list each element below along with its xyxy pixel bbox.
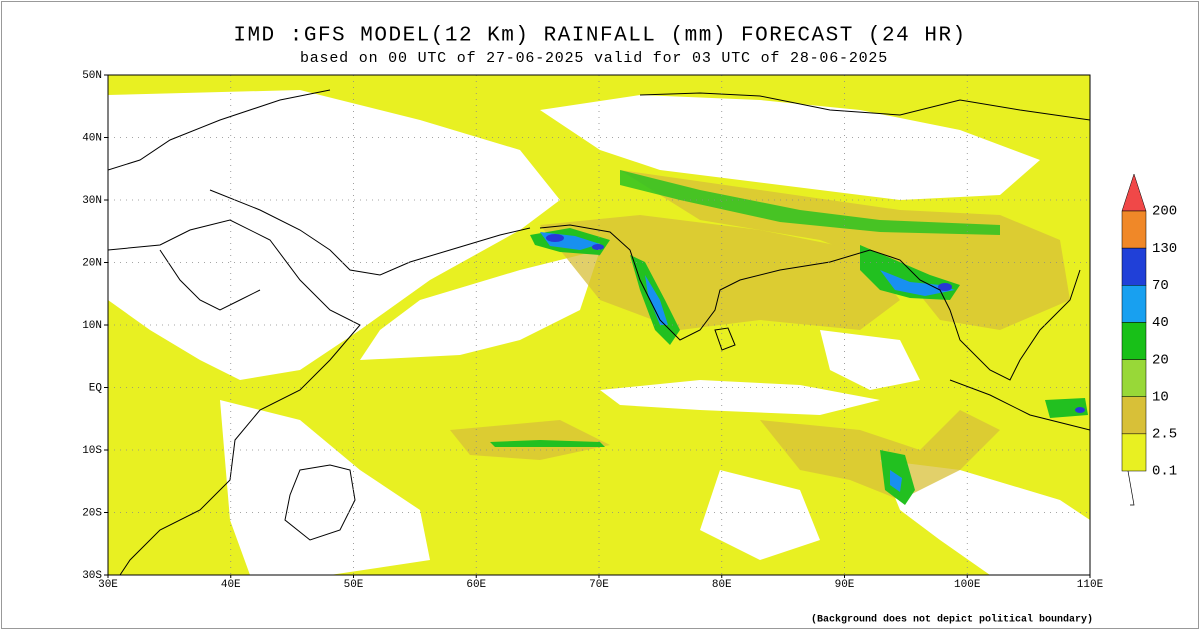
latitude-label: 20S xyxy=(82,507,102,519)
extreme-rain xyxy=(546,234,1085,413)
legend-label: 40 xyxy=(1152,315,1169,331)
legend-swatch xyxy=(1121,322,1147,360)
legend-label: 10 xyxy=(1152,389,1169,405)
heavy-rain xyxy=(490,170,1088,505)
latitude-label: 10N xyxy=(82,320,102,332)
footnote: (Background does not depict political bo… xyxy=(811,614,1093,626)
legend-swatch xyxy=(1121,285,1147,323)
map-title: IMD :GFS MODEL(12 Km) RAINFALL (mm) FORE… xyxy=(233,25,966,48)
latitude-label: 10S xyxy=(82,445,102,457)
legend-swatch xyxy=(1121,247,1147,286)
map-area: 50N 40N 30N 20N 10N EQ 10S 20S 30S 30E 40E 50E 60E 7… xyxy=(82,70,1103,591)
latitude-label: 40N xyxy=(82,132,102,144)
longitude-label: 50E xyxy=(344,579,364,591)
longitude-label: 80E xyxy=(712,579,732,591)
latitude-label: 20N xyxy=(82,257,102,269)
longitude-label: 30E xyxy=(98,579,118,591)
legend-label: 70 xyxy=(1152,278,1169,294)
longitude-label: 110E xyxy=(1077,579,1104,591)
legend-label: 20 xyxy=(1152,352,1169,368)
longitude-label: 100E xyxy=(954,579,981,591)
latitude-labels: 50N 40N 30N 20N 10N EQ 10S 20S 30S xyxy=(82,70,108,582)
latitude-label: 30S xyxy=(82,570,102,582)
legend-label: 200 xyxy=(1152,204,1177,220)
map-subtitle: based on 00 UTC of 27-06-2025 valid for … xyxy=(300,50,888,67)
latitude-label: 50N xyxy=(82,70,102,82)
longitude-label: 60E xyxy=(466,579,486,591)
latitude-label: 30N xyxy=(82,195,102,207)
color-legend: 200 130 70 40 20 10 2.5 0.1 xyxy=(1121,173,1177,506)
legend-swatch xyxy=(1121,396,1147,435)
longitude-label: 90E xyxy=(835,579,855,591)
legend-label: 0.1 xyxy=(1152,464,1177,480)
legend-swatch xyxy=(1121,210,1147,249)
longitude-labels: 30E 40E 50E 60E 70E 80E 90E 100E 110E xyxy=(98,575,1104,591)
latitude-label: EQ xyxy=(89,382,103,394)
legend-swatch xyxy=(1121,359,1147,397)
coastlines xyxy=(108,89,1090,575)
longitude-label: 40E xyxy=(221,579,241,591)
legend-label: 2.5 xyxy=(1152,427,1177,443)
legend-swatch xyxy=(1121,433,1147,472)
legend-label: 130 xyxy=(1152,241,1177,257)
very-heavy-rain xyxy=(540,232,955,492)
dry-areas xyxy=(108,90,1090,575)
legend-underflow-tick xyxy=(1127,470,1135,506)
longitude-label: 70E xyxy=(589,579,609,591)
